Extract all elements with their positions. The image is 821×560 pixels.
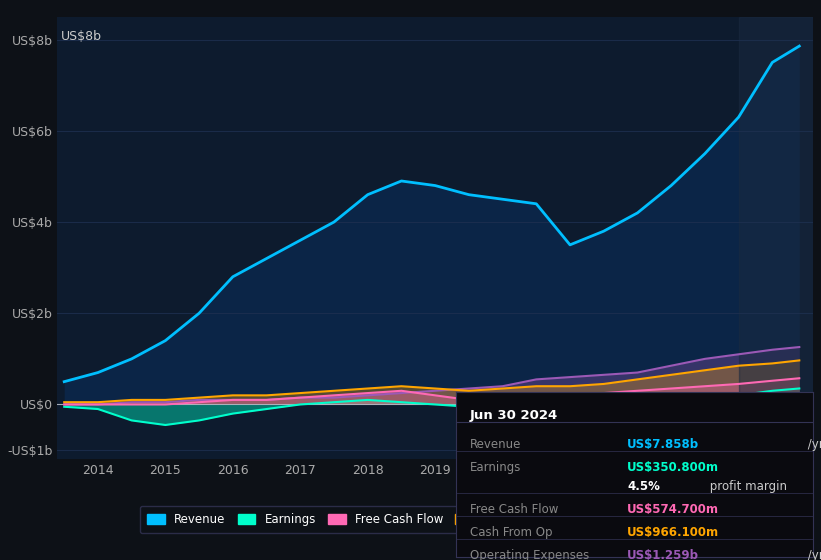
Text: /yr: /yr [804,438,821,451]
Text: US$966.100m: US$966.100m [627,526,719,539]
Text: 4.5%: 4.5% [627,479,660,493]
Bar [739,17,813,459]
Text: Free Cash Flow: Free Cash Flow [470,503,558,516]
Text: Jun 30 2024: Jun 30 2024 [470,409,558,422]
Text: Earnings: Earnings [470,461,521,474]
Text: US$574.700m: US$574.700m [627,503,719,516]
Text: Revenue: Revenue [470,438,521,451]
Text: profit margin: profit margin [706,479,787,493]
Text: Operating Expenses: Operating Expenses [470,549,589,560]
Text: US$7.858b: US$7.858b [627,438,699,451]
Text: US$1.259b: US$1.259b [627,549,699,560]
Text: Cash From Op: Cash From Op [470,526,553,539]
Text: /yr: /yr [804,549,821,560]
Text: US$8b: US$8b [62,30,103,43]
Text: US$350.800m: US$350.800m [627,461,719,474]
Legend: Revenue, Earnings, Free Cash Flow, Cash From Op, Operating Expenses: Revenue, Earnings, Free Cash Flow, Cash … [140,506,730,533]
